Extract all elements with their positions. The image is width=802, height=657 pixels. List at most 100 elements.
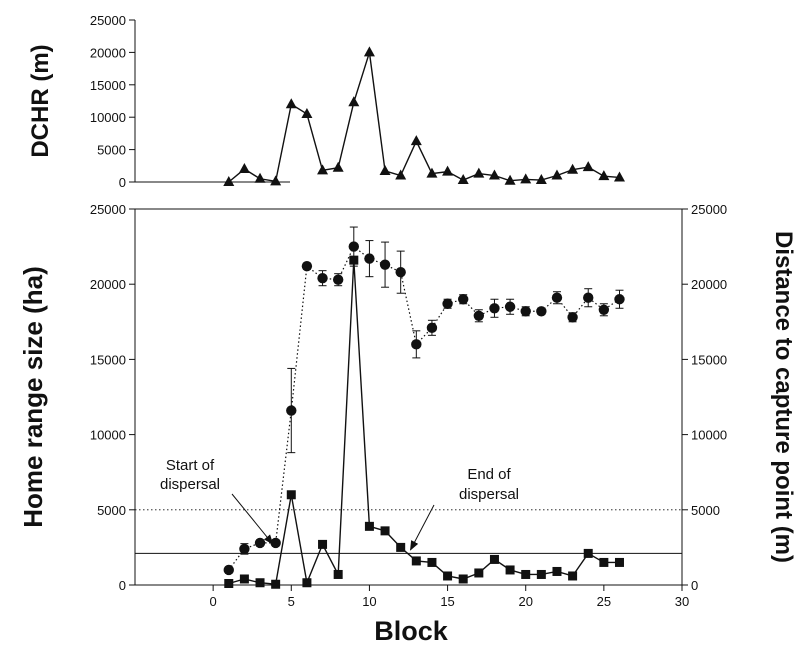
top-y-tick-label: 25000 (90, 13, 126, 28)
dchr-triangle-point (613, 171, 625, 182)
home-range-line (228, 260, 620, 586)
home-range-square-point (443, 571, 453, 581)
distance-circle-point (411, 339, 422, 350)
x-tick-label: 5 (288, 594, 295, 609)
distance-circle-point (536, 306, 547, 317)
home-range-square-point (536, 569, 546, 579)
dchr-triangle-point (254, 172, 266, 183)
home-range-square-point (489, 554, 499, 564)
distance-series (223, 226, 625, 576)
dchr-triangle-point (551, 169, 563, 180)
x-axis-title: Block (374, 616, 449, 646)
home-range-square-point (364, 521, 374, 531)
home-range-square-point (271, 579, 281, 589)
x-tick-label: 0 (210, 594, 217, 609)
left-y-tick-label: 15000 (90, 352, 126, 367)
home-range-panel: 0 5000 10000 15000 20000 25000 0 5000 10000 1500… (18, 202, 797, 646)
x-tick-label: 20 (518, 594, 532, 609)
dchr-series (223, 46, 625, 186)
start-dispersal-label-line2: dispersal (160, 476, 220, 493)
right-y-tick-label: 25000 (691, 202, 727, 217)
dchr-triangle-point (535, 174, 547, 185)
home-range-square-point (333, 569, 343, 579)
distance-circle-point (458, 294, 469, 305)
dchr-triangle-point (582, 161, 594, 172)
home-range-square-point (396, 542, 406, 552)
distance-circle-point (301, 260, 313, 272)
dchr-triangle-point (223, 176, 235, 186)
top-y-ticks: 0 5000 10000 15000 20000 25000 (90, 13, 135, 190)
distance-circle-point (286, 405, 297, 416)
distance-circle-point (254, 537, 266, 549)
dchr-triangle-point (285, 98, 297, 109)
distance-circle-point (614, 294, 625, 305)
home-range-square-point (614, 557, 624, 567)
right-y-tick-label: 10000 (691, 428, 727, 443)
right-y-tick-label: 0 (691, 578, 698, 593)
x-tick-label: 10 (362, 594, 376, 609)
distance-circle-point (395, 266, 406, 278)
dchr-triangle-point (379, 164, 391, 175)
dchr-triangle-point (488, 169, 500, 180)
distance-circle-point (551, 292, 563, 303)
dchr-triangle-point (442, 165, 454, 176)
home-range-series (224, 255, 624, 589)
distance-circle-point (332, 274, 344, 285)
home-range-square-point (411, 556, 421, 566)
distance-circle-point (598, 304, 610, 315)
dchr-triangle-point (426, 167, 438, 178)
distance-circle-point (583, 292, 594, 303)
annotations: Start of dispersal End of dispersal (160, 457, 519, 551)
dchr-line (228, 52, 620, 183)
home-range-square-point (286, 490, 296, 500)
dchr-triangle-point (348, 96, 360, 107)
distance-circle-point (520, 306, 531, 317)
dchr-triangle-point (504, 174, 516, 185)
top-y-tick-label: 20000 (90, 45, 126, 60)
home-range-square-point (568, 571, 578, 581)
right-y-ticks: 0 5000 10000 15000 20000 25000 (682, 202, 727, 593)
dchr-triangle-point (270, 175, 282, 186)
left-y-tick-label: 20000 (90, 277, 126, 292)
dchr-triangle-point (363, 46, 375, 57)
dchr-triangle-point (301, 107, 313, 118)
x-ticks: 0 5 10 15 20 25 30 (210, 585, 689, 609)
distance-circle-point (504, 301, 516, 312)
bottom-plot-frame (134, 208, 683, 586)
home-range-square-point (302, 578, 312, 588)
top-y-tick-label: 15000 (90, 78, 126, 93)
home-range-square-point (239, 574, 249, 584)
reference-lines (135, 509, 682, 554)
top-y-tick-label: 0 (119, 175, 126, 190)
top-y-axis-title: DCHR (m) (27, 44, 54, 157)
top-y-tick-label: 5000 (97, 143, 126, 158)
home-range-square-point (255, 578, 265, 588)
left-y-tick-label: 25000 (90, 202, 126, 217)
home-range-square-point (583, 548, 593, 558)
right-y-axis-title: Distance to capture point (m) (770, 231, 797, 563)
dchr-triangle-point (598, 170, 610, 181)
start-dispersal-arrow (231, 493, 274, 545)
distance-circle-point (473, 310, 485, 321)
distance-circle-point (364, 253, 375, 264)
home-range-square-point (458, 574, 468, 584)
right-y-tick-label: 5000 (691, 503, 720, 518)
dchr-panel: 0 5000 10000 15000 20000 25000 DCHR (m) (27, 13, 625, 190)
right-y-tick-label: 20000 (691, 277, 727, 292)
end-dispersal-arrow (410, 504, 435, 551)
end-dispersal-label-line1: End of (467, 466, 511, 483)
distance-circle-point (348, 241, 359, 252)
left-y-axis-title: Home range size (ha) (18, 266, 48, 528)
distance-circle-point (223, 564, 234, 576)
distance-circle-point (239, 543, 250, 555)
dchr-triangle-point (567, 163, 579, 174)
left-y-ticks: 0 5000 10000 15000 20000 25000 (90, 202, 135, 593)
home-range-square-point (474, 568, 484, 578)
left-y-tick-label: 0 (119, 578, 126, 593)
right-y-tick-label: 15000 (691, 352, 727, 367)
dchr-triangle-point (395, 169, 407, 180)
home-range-square-point (224, 578, 234, 588)
distance-circle-point (442, 298, 453, 309)
distance-circle-point (379, 259, 391, 270)
